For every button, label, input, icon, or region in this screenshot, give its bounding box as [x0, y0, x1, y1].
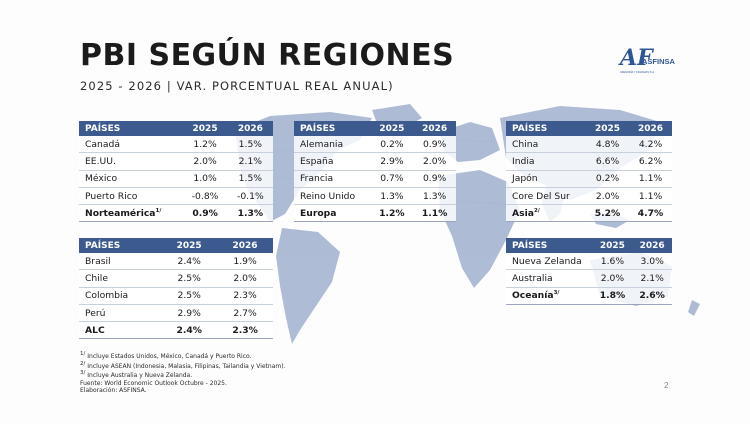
footnote: 1/ Incluye Estados Unidos, México, Canad…: [80, 351, 252, 360]
table-total-row: Europa 1.2% 1.1%: [294, 204, 456, 223]
table-row: Core Del Sur 2.0% 1.1%: [506, 187, 672, 206]
col-header-2026: 2026: [632, 238, 672, 253]
footnote: 2/ Incluye ASEAN (Indonesia, Malasia, Fi…: [80, 360, 286, 370]
table-asia: PAÍSES 2025 2026 China 4.8% 4.2% India 6.6%…: [506, 121, 672, 223]
table-row: Francia 0.7% 0.9%: [294, 170, 456, 188]
col-header-2026: 2026: [217, 238, 273, 253]
table-row: Perú 2.9% 2.7%: [79, 304, 273, 323]
col-header-paises: PAÍSES: [506, 238, 593, 253]
col-header-2026: 2026: [629, 121, 672, 136]
table-row: Puerto Rico -0.8% -0.1%: [79, 187, 273, 206]
table-oceania: PAÍSES 2025 2026 Nueva Zelanda 1.6% 3.0% A…: [506, 238, 672, 305]
table-row: Alemania 0.2% 0.9%: [294, 136, 456, 154]
page-subtitle: 2025 - 2026 | VAR. PORCENTUAL REAL ANUAL…: [80, 79, 394, 93]
table-row: Nueva Zelanda 1.6% 3.0%: [506, 253, 672, 271]
table-total-row: Oceanía3/1.8% 2.6%: [506, 287, 672, 305]
table-row: EE.UU. 2.0% 2.1%: [79, 152, 273, 171]
col-header-2025: 2025: [586, 121, 630, 136]
table-row: Reino Unido 1.3% 1.3%: [294, 187, 456, 206]
table-row: India 6.6% 6.2%: [506, 152, 672, 171]
table-row: Brasil 2.4% 1.9%: [79, 253, 273, 271]
source-note: Fuente: World Economic Outlook Octubre -…: [80, 379, 227, 387]
col-header-paises: PAÍSES: [294, 121, 371, 136]
table-europa: PAÍSES 2025 2026 Alemania 0.2% 0.9% España…: [294, 121, 456, 223]
col-header-2025: 2025: [370, 121, 414, 136]
credit-note: Elaboración: ASFINSA.: [80, 387, 147, 395]
table-total-row: Asia2/5.2% 4.7%: [506, 204, 672, 223]
table-alc: PAÍSES 2025 2026 Brasil 2.4% 1.9% Chile 2.5…: [79, 238, 273, 340]
footnote: 3/ Incluye Australia y Nueva Zelanda.: [80, 370, 193, 380]
col-header-paises: PAÍSES: [79, 121, 183, 136]
table-norteamerica: PAÍSES 2025 2026 Canadá 1.2% 1.5% EE.UU. 2.…: [79, 121, 273, 223]
table-row: Australia 2.0% 2.1%: [506, 269, 672, 288]
col-header-2026: 2026: [413, 121, 456, 136]
table-row: China 4.8% 4.2%: [506, 136, 672, 154]
col-header-2026: 2026: [227, 121, 273, 136]
col-header-2025: 2025: [161, 238, 218, 253]
col-header-2025: 2025: [182, 121, 228, 136]
col-header-2025: 2025: [592, 238, 633, 253]
page-number: 2: [664, 381, 669, 390]
table-row: Canadá 1.2% 1.5%: [79, 136, 273, 154]
table-row: Colombia 2.5% 2.3%: [79, 287, 273, 305]
table-total-row: ALC 2.4% 2.3%: [79, 321, 273, 340]
col-header-paises: PAÍSES: [506, 121, 587, 136]
col-header-paises: PAÍSES: [79, 238, 162, 253]
asfinsa-logo: AF ASFINSA ASESORÍA Y FINANZAS S.A.: [620, 45, 675, 74]
table-total-row: Norteamérica1/0.9% 1.3%: [79, 204, 273, 223]
table-row: Chile 2.5% 2.0%: [79, 269, 273, 288]
table-row: México 1.0% 1.5%: [79, 170, 273, 188]
page-title: PBI SEGÚN REGIONES: [80, 38, 455, 73]
table-row: España 2.9% 2.0%: [294, 152, 456, 171]
table-row: Japón 0.2% 1.1%: [506, 170, 672, 188]
footnotes: 1/ Incluye Estados Unidos, México, Canad…: [80, 351, 285, 395]
